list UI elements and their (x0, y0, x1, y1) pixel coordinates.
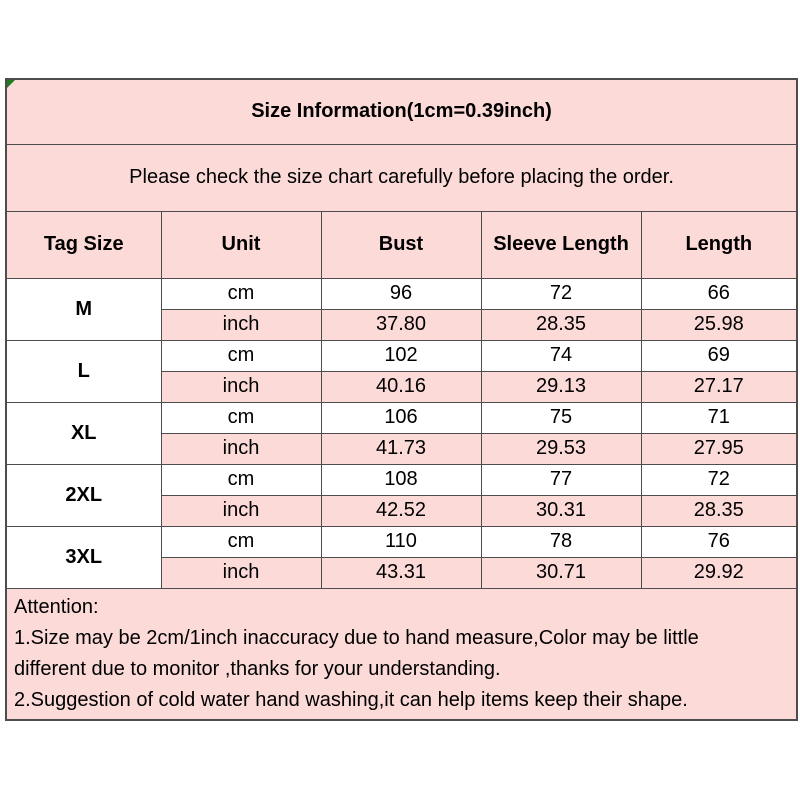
value-cell-sleeve: 77 (480, 463, 642, 496)
tag-size-cell: 2XL (5, 463, 162, 527)
value-cell-sleeve: 30.71 (480, 556, 642, 589)
value-cell-length: 72 (640, 463, 798, 496)
attention-line-1: 1.Size may be 2cm/1inch inaccuracy due t… (14, 626, 699, 649)
col-header-tag-size: Tag Size (5, 210, 162, 279)
unit-cell: cm (160, 339, 322, 372)
col-header-sleeve-length: Sleeve Length (480, 210, 642, 279)
value-cell-length: 25.98 (640, 308, 798, 341)
value-cell-bust: 41.73 (320, 432, 482, 465)
value-cell-length: 27.95 (640, 432, 798, 465)
value-cell-bust: 102 (320, 339, 482, 372)
size-table-wrap: Size Information(1cm=0.39inch) Please ch… (5, 78, 799, 721)
attention-heading: Attention: (14, 595, 99, 618)
col-header-length: Length (640, 210, 798, 279)
value-cell-bust: 96 (320, 277, 482, 310)
value-cell-sleeve: 74 (480, 339, 642, 372)
unit-cell: inch (160, 308, 322, 341)
value-cell-sleeve: 72 (480, 277, 642, 310)
unit-cell: cm (160, 525, 322, 558)
tag-size-cell: M (5, 277, 162, 341)
value-cell-sleeve: 29.53 (480, 432, 642, 465)
value-cell-bust: 106 (320, 401, 482, 434)
size-table: Size Information(1cm=0.39inch) Please ch… (5, 78, 799, 721)
col-header-unit: Unit (160, 210, 322, 279)
value-cell-sleeve: 28.35 (480, 308, 642, 341)
attention-line-3: 2.Suggestion of cold water hand washing,… (14, 688, 688, 711)
value-cell-bust: 43.31 (320, 556, 482, 589)
value-cell-sleeve: 78 (480, 525, 642, 558)
value-cell-bust: 42.52 (320, 494, 482, 527)
value-cell-length: 71 (640, 401, 798, 434)
unit-cell: cm (160, 277, 322, 310)
value-cell-length: 27.17 (640, 370, 798, 403)
tag-size-cell: XL (5, 401, 162, 465)
table-subtitle: Please check the size chart carefully be… (5, 143, 798, 212)
value-cell-length: 28.35 (640, 494, 798, 527)
value-cell-length: 29.92 (640, 556, 798, 589)
value-cell-sleeve: 75 (480, 401, 642, 434)
unit-cell: inch (160, 370, 322, 403)
value-cell-length: 69 (640, 339, 798, 372)
unit-cell: cm (160, 463, 322, 496)
unit-cell: cm (160, 401, 322, 434)
tag-size-cell: 3XL (5, 525, 162, 589)
attention-note: Attention: 1.Size may be 2cm/1inch inacc… (5, 587, 798, 720)
value-cell-length: 76 (640, 525, 798, 558)
value-cell-sleeve: 30.31 (480, 494, 642, 527)
tag-size-cell: L (5, 339, 162, 403)
table-title: Size Information(1cm=0.39inch) (5, 78, 798, 145)
value-cell-sleeve: 29.13 (480, 370, 642, 403)
corner-marker-icon (7, 80, 15, 88)
unit-cell: inch (160, 432, 322, 465)
attention-line-2: different due to monitor ,thanks for you… (14, 657, 501, 680)
col-header-bust: Bust (320, 210, 482, 279)
value-cell-length: 66 (640, 277, 798, 310)
unit-cell: inch (160, 494, 322, 527)
value-cell-bust: 108 (320, 463, 482, 496)
value-cell-bust: 40.16 (320, 370, 482, 403)
value-cell-bust: 37.80 (320, 308, 482, 341)
unit-cell: inch (160, 556, 322, 589)
value-cell-bust: 110 (320, 525, 482, 558)
